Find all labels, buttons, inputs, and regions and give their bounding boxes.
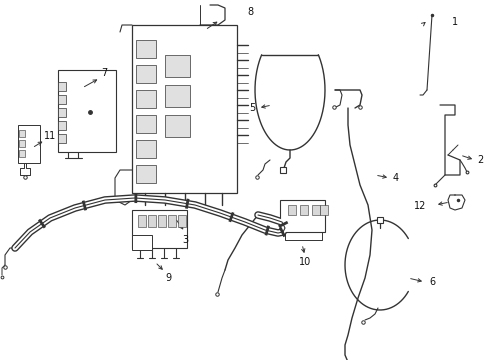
Bar [168,215,176,227]
Bar [136,40,156,58]
Text: 10: 10 [298,257,310,267]
Bar [311,205,319,215]
Bar [158,215,165,227]
Bar [58,121,66,130]
Bar [136,90,156,108]
Bar [18,125,40,163]
Bar [132,210,186,248]
Bar [138,215,146,227]
Text: 2: 2 [476,155,482,165]
Text: 3: 3 [182,235,188,245]
Bar [319,205,327,215]
Bar [58,82,66,91]
Bar [164,55,190,77]
Text: 4: 4 [392,173,398,183]
Bar [136,140,156,158]
Bar [19,140,25,147]
Bar [19,130,25,137]
Bar [58,95,66,104]
Bar [148,215,156,227]
Bar [132,235,152,250]
Bar [19,150,25,157]
Text: 7: 7 [101,68,107,78]
Bar [299,205,307,215]
Bar [287,205,295,215]
Bar [132,25,237,193]
Bar [58,108,66,117]
Bar [136,165,156,183]
Text: 12: 12 [413,201,426,211]
Bar [136,115,156,133]
Text: 5: 5 [248,103,255,113]
Text: 6: 6 [428,277,434,287]
Text: 1: 1 [451,17,457,27]
Bar [58,134,66,143]
Bar [178,215,185,227]
Bar [136,65,156,83]
Bar [280,200,325,232]
Bar [164,85,190,107]
Text: 8: 8 [246,7,253,17]
Text: 9: 9 [164,273,171,283]
Bar [58,70,116,152]
Bar [164,115,190,137]
Text: 11: 11 [44,131,56,141]
